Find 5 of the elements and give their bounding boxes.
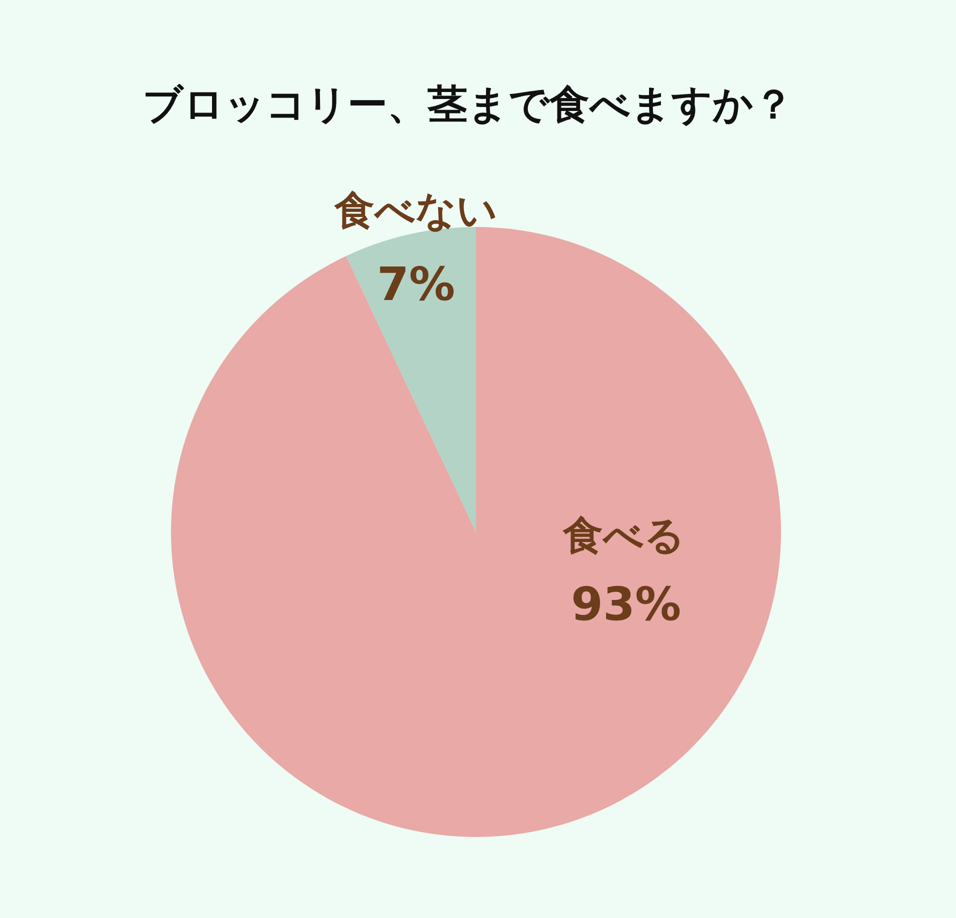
slice-label: 食べない: [334, 188, 498, 234]
chart-title: ブロッコリー、茎まで食べますか？: [142, 82, 794, 128]
data-label: 7%: [376, 257, 456, 311]
data-label: 93%: [570, 577, 682, 631]
slice-label: 食べる: [562, 513, 685, 559]
